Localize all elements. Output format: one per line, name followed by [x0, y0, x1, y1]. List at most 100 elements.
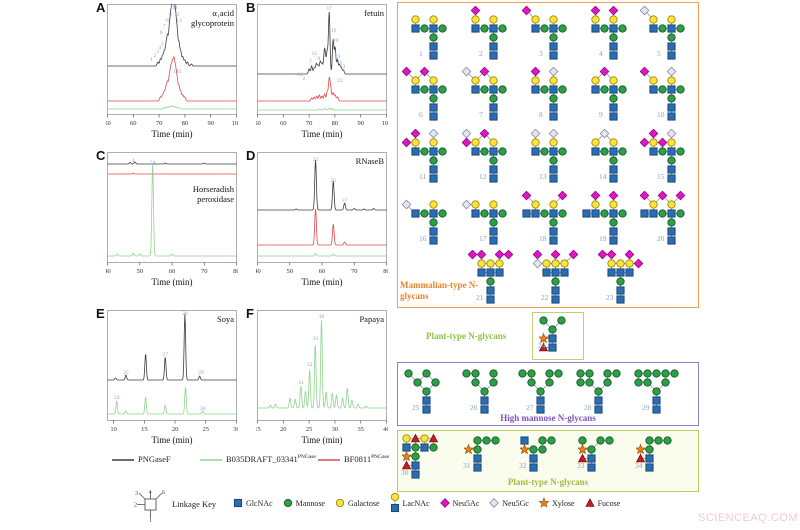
svg-text:70: 70: [306, 120, 313, 127]
key-item-fucose: Fucose: [584, 496, 620, 510]
svg-text:4: 4: [149, 490, 152, 496]
panel-letter-B: B: [246, 0, 256, 15]
glycan-32: 32: [518, 436, 565, 472]
glycan-27: 27: [518, 369, 563, 414]
svg-text:4: 4: [158, 45, 161, 51]
svg-text:80: 80: [383, 268, 388, 275]
glycan-number-9: 9: [599, 110, 603, 119]
glycan-number-23: 23: [606, 293, 614, 302]
glycan-number-17: 17: [479, 234, 487, 243]
svg-text:25: 25: [313, 157, 319, 163]
glycan-1: 1: [402, 6, 447, 60]
glycan-number-24: 24: [538, 341, 546, 350]
svg-text:5: 5: [161, 41, 164, 47]
glycan-15: 15: [639, 128, 685, 183]
glycan-4: 4: [582, 5, 627, 60]
svg-text:Time (min): Time (min): [302, 129, 343, 139]
svg-text:80: 80: [182, 120, 189, 127]
svg-text:40: 40: [383, 426, 388, 433]
svg-text:30: 30: [233, 426, 238, 433]
svg-text:24: 24: [114, 395, 120, 401]
svg-text:25: 25: [123, 370, 129, 376]
glycan-number-31: 31: [463, 461, 471, 470]
glycan-number-29: 29: [642, 403, 650, 412]
glycan-number-20: 20: [657, 234, 665, 243]
key-item-mannose: Mannose: [282, 496, 325, 510]
svg-text:24: 24: [150, 160, 156, 166]
svg-text:peroxidase: peroxidase: [197, 194, 234, 204]
glycan-34: 34: [634, 436, 681, 472]
neu5ac-icon: [439, 498, 450, 508]
svg-text:glycoprotein: glycoprotein: [191, 18, 235, 28]
glycan-3: 3: [521, 5, 567, 60]
panel-D: D 40 50 60 70 80 Time (min) 25 26 27 RNaseB: [246, 148, 388, 298]
svg-text:25: 25: [203, 426, 210, 433]
panel-C: C 40 50 60 70 80 Time (min) 4 24 Horseradishperox…: [96, 148, 238, 298]
svg-text:50: 50: [287, 268, 294, 275]
svg-text:90: 90: [207, 120, 214, 127]
svg-text:15: 15: [141, 426, 148, 433]
svg-text:Papaya: Papaya: [359, 314, 384, 324]
glycan-24: 24: [537, 316, 566, 352]
glycan-number-4: 4: [599, 49, 603, 58]
glycan-12: 12: [461, 128, 507, 183]
neu5gc-icon: [489, 498, 500, 508]
panel-letter-E: E: [96, 306, 105, 321]
glycan-11: 11: [401, 128, 447, 183]
svg-text:19: 19: [331, 28, 337, 34]
linkage-key-glyph: 1 2 3 4 6: [134, 488, 168, 529]
xylose-icon: [538, 496, 550, 508]
glycan-number-27: 27: [526, 403, 534, 412]
svg-text:21: 21: [337, 60, 343, 66]
key-item-neu5ac: Neu5Ac: [439, 496, 479, 510]
svg-text:30: 30: [332, 426, 339, 433]
svg-text:40: 40: [256, 268, 261, 275]
glycan-number-32: 32: [519, 461, 527, 470]
glycan-number-19: 19: [599, 234, 607, 243]
glycan-number-16: 16: [419, 234, 427, 243]
galactose-icon: [335, 498, 345, 508]
glycan-number-25: 25: [412, 403, 420, 412]
svg-text:2: 2: [153, 53, 156, 59]
glycan-2: 2: [462, 5, 507, 60]
svg-text:2: 2: [134, 503, 137, 509]
key-item-glcnac: GlcNAc: [232, 496, 273, 510]
svg-text:32: 32: [307, 362, 313, 368]
glycan-number-2: 2: [479, 49, 483, 58]
glycan-18: 18: [521, 190, 568, 245]
svg-text:9: 9: [169, 12, 172, 18]
glcnac-icon: [233, 498, 243, 508]
svg-text:12: 12: [173, 69, 179, 75]
glycan-17: 17: [461, 191, 507, 245]
legend-item-2: B035DRAFT_03341PNGase: [200, 454, 316, 464]
panel-C-plot: 40 50 60 70 80 Time (min) 4 24 Horseradishperoxi…: [106, 152, 238, 287]
svg-text:2: 2: [303, 76, 306, 82]
svg-text:13: 13: [176, 18, 182, 24]
panel-A-plot: 5060708090100Time (min)12345678910111213…: [106, 4, 238, 139]
glycan-number-8: 8: [539, 110, 543, 119]
panel-letter-D: D: [246, 148, 256, 163]
fucose-icon: [584, 498, 595, 507]
glycan-23: 23: [597, 249, 644, 304]
glycan-14: 14: [582, 128, 627, 183]
svg-text:80: 80: [332, 120, 339, 127]
panel-B: B5060708090100Time (min)1627158171920102…: [246, 0, 388, 150]
svg-text:30: 30: [200, 406, 206, 412]
mannose-icon: [283, 498, 292, 508]
glycan-6: 6: [401, 66, 447, 121]
svg-text:50: 50: [256, 120, 261, 127]
svg-text:100: 100: [382, 120, 388, 127]
lacnac-icon: [390, 492, 399, 513]
high-mannose-label: High mannose N-glycans: [500, 413, 596, 423]
svg-text:Time (min): Time (min): [302, 435, 343, 445]
svg-text:33: 33: [313, 336, 319, 342]
panel-letter-C: C: [96, 148, 106, 163]
key-item-lacnac: LacNAc: [389, 492, 430, 514]
trace-legend: PNGaseF B035DRAFT_03341PNGase BF0811PNGase: [0, 454, 400, 468]
svg-text:RNaseB: RNaseB: [356, 156, 385, 166]
key-item-xylose: Xylose: [538, 496, 575, 510]
svg-text:31: 31: [298, 380, 304, 386]
svg-text:26: 26: [331, 178, 337, 184]
glycan-7: 7: [461, 66, 507, 121]
svg-text:10: 10: [170, 5, 176, 11]
